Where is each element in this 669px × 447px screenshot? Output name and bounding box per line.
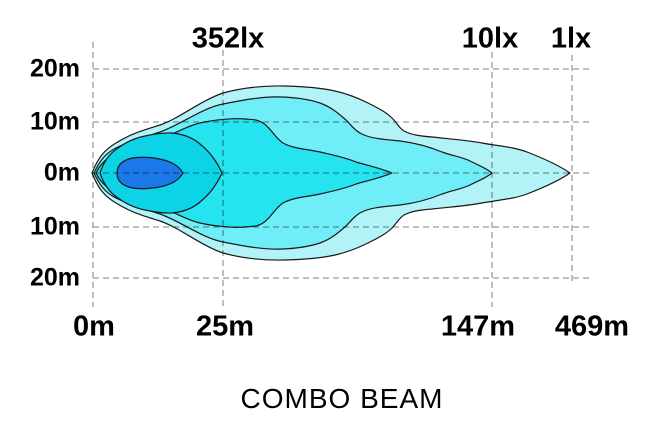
- xtick-147m: 147m: [440, 310, 516, 343]
- xtick-25m: 25m: [195, 310, 255, 343]
- ytick-0m: 0m: [43, 158, 80, 187]
- gridlines: [92, 42, 590, 307]
- chart-title: COMBO BEAM: [240, 383, 444, 414]
- xtick-0m: 0m: [73, 310, 115, 343]
- ytick-10m-bot: 10m: [29, 212, 80, 241]
- ytick-20m-top: 20m: [29, 54, 80, 83]
- label-lux-1: 1lx: [550, 22, 592, 55]
- label-lux-352: 352lx: [191, 22, 265, 55]
- xtick-469m: 469m: [554, 310, 630, 343]
- label-lux-10: 10lx: [461, 22, 519, 55]
- ytick-20m-bot: 20m: [29, 263, 80, 292]
- ytick-10m-top: 10m: [29, 107, 80, 136]
